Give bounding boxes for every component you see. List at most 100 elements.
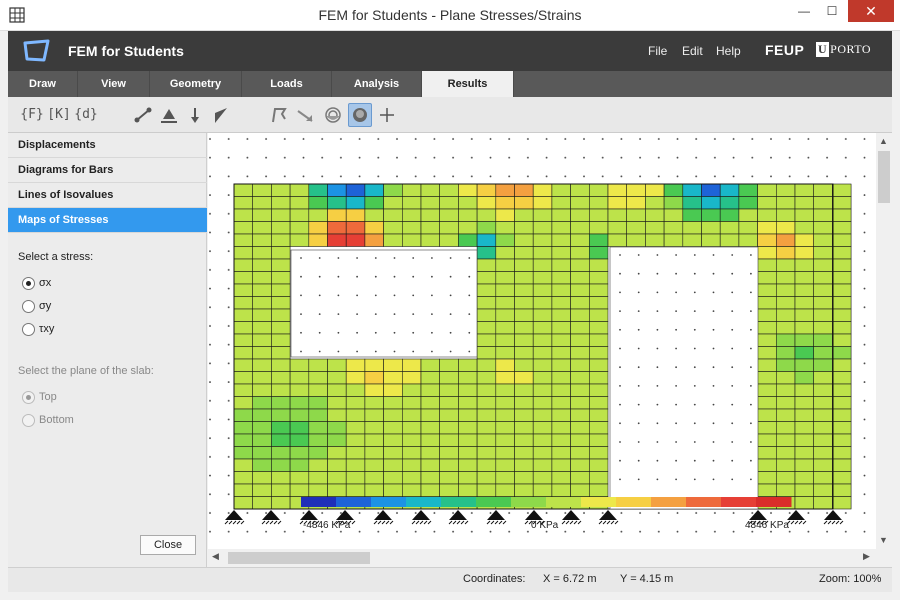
mesh-element: [813, 421, 833, 435]
mesh-element: [383, 208, 403, 222]
mesh-element: [402, 446, 422, 460]
grid-dot: [619, 403, 621, 406]
grid-dot: [300, 257, 302, 259]
grid-dot: [750, 347, 752, 350]
radio-sigma-y[interactable]: [22, 300, 35, 313]
close-window-button[interactable]: ✕: [848, 0, 894, 22]
grid-dot: [300, 313, 302, 315]
grid-dot: [637, 403, 640, 406]
mesh-element: [570, 296, 590, 310]
mesh-element: [570, 333, 590, 347]
point-load-button[interactable]: [183, 103, 207, 127]
mesh-element: [532, 396, 553, 410]
mesh-element: [327, 371, 347, 385]
deformed-shape-button[interactable]: [267, 103, 291, 127]
grid-dot: [693, 272, 696, 275]
reactions-button[interactable]: [293, 103, 317, 127]
horizontal-scrollbar[interactable]: ◀ ▶: [208, 549, 876, 567]
sidebar-item-diagrams-for-bars[interactable]: Diagrams for Bars: [8, 158, 207, 183]
stress-map-button[interactable]: [348, 103, 372, 127]
tab-loads[interactable]: Loads: [242, 71, 332, 97]
tab-analysis[interactable]: Analysis: [332, 71, 422, 97]
tab-draw[interactable]: Draw: [8, 71, 78, 97]
tab-results[interactable]: Results: [422, 71, 514, 97]
horizontal-scroll-thumb[interactable]: [228, 552, 370, 564]
force-vector-button[interactable]: {F}: [20, 107, 44, 122]
radio-sigma-x[interactable]: [22, 277, 35, 290]
grid-dot: [675, 328, 677, 331]
grid-dot: [712, 459, 715, 462]
radio-plane-top-label: Top: [39, 391, 57, 403]
maximize-button[interactable]: ☐: [826, 4, 838, 18]
stress-map-drawing[interactable]: -4846 KPa 0 KPa 4846 KPa: [208, 133, 876, 549]
support-button[interactable]: [157, 103, 181, 127]
scroll-down-icon[interactable]: ▼: [879, 535, 888, 545]
vertical-scroll-thumb[interactable]: [878, 151, 890, 203]
displacement-vector-button[interactable]: {d}: [74, 107, 98, 122]
mesh-element: [327, 408, 347, 422]
drawing-canvas[interactable]: -4846 KPa 0 KPa 4846 KPa: [208, 133, 876, 549]
grid-dot: [675, 385, 677, 387]
grid-dot: [656, 403, 659, 406]
grid-dot: [393, 294, 396, 297]
bar-element-button[interactable]: [131, 103, 155, 127]
menu-file[interactable]: File: [648, 44, 668, 58]
mesh-element: [271, 483, 291, 497]
mesh-element: [775, 196, 796, 210]
support-icon: [299, 510, 320, 525]
mesh-element: [551, 358, 571, 372]
sidebar-item-displacements[interactable]: Displacements: [8, 133, 207, 158]
scroll-right-icon[interactable]: ▶: [863, 551, 870, 561]
menu-edit[interactable]: Edit: [682, 44, 703, 58]
mesh-element: [719, 208, 740, 222]
support-icon: [598, 510, 619, 525]
mesh-element: [757, 471, 777, 485]
mesh-element: [607, 208, 628, 222]
mesh-element: [252, 271, 272, 285]
grid-dot: [300, 275, 302, 278]
mesh-element: [832, 346, 852, 360]
distributed-load-button[interactable]: [209, 103, 233, 127]
close-button[interactable]: Close: [140, 535, 196, 555]
mesh-element: [551, 371, 571, 385]
mesh-element: [794, 358, 815, 372]
isolines-button[interactable]: [321, 103, 345, 127]
minimize-button[interactable]: —: [798, 4, 810, 18]
vertical-scrollbar[interactable]: ▲ ▼: [876, 133, 892, 549]
mesh-element: [757, 358, 777, 372]
mesh-element: [757, 421, 777, 435]
mesh-element: [289, 396, 310, 410]
mesh-element: [532, 246, 553, 260]
mesh-element: [289, 358, 310, 372]
mesh-element: [252, 308, 272, 322]
mesh-element: [514, 271, 534, 285]
grid-dot: [750, 459, 752, 462]
radio-plane-top[interactable]: [22, 391, 35, 404]
radio-tau-xy[interactable]: [22, 323, 35, 336]
scroll-left-icon[interactable]: ◀: [212, 551, 219, 561]
sidebar-item-maps-of-stresses[interactable]: Maps of Stresses: [8, 208, 207, 233]
menu-help[interactable]: Help: [716, 44, 741, 58]
tab-view[interactable]: View: [78, 71, 150, 97]
stiffness-matrix-button[interactable]: [K]: [47, 107, 71, 122]
grid-dot: [656, 366, 659, 369]
fem-logo-icon: [23, 39, 50, 62]
mesh-element: [719, 183, 740, 197]
mesh-element: [663, 196, 684, 210]
radio-plane-bottom[interactable]: [22, 414, 35, 427]
mesh-element: [233, 433, 254, 447]
mesh-element: [813, 333, 833, 347]
mesh-element: [775, 358, 796, 372]
mesh-element: [458, 196, 478, 210]
crosshair-button[interactable]: [375, 103, 399, 127]
deformed-shape-icon: [272, 108, 287, 123]
mesh-element: [757, 333, 777, 347]
mesh-element: [233, 471, 254, 485]
tab-geometry[interactable]: Geometry: [150, 71, 242, 97]
mesh-element: [308, 433, 328, 447]
mesh-element: [514, 383, 534, 397]
legend-swatch: [616, 497, 652, 507]
mesh-element: [588, 321, 609, 335]
scroll-up-icon[interactable]: ▲: [879, 136, 888, 146]
sidebar-item-lines-of-isovalues[interactable]: Lines of Isovalues: [8, 183, 207, 208]
